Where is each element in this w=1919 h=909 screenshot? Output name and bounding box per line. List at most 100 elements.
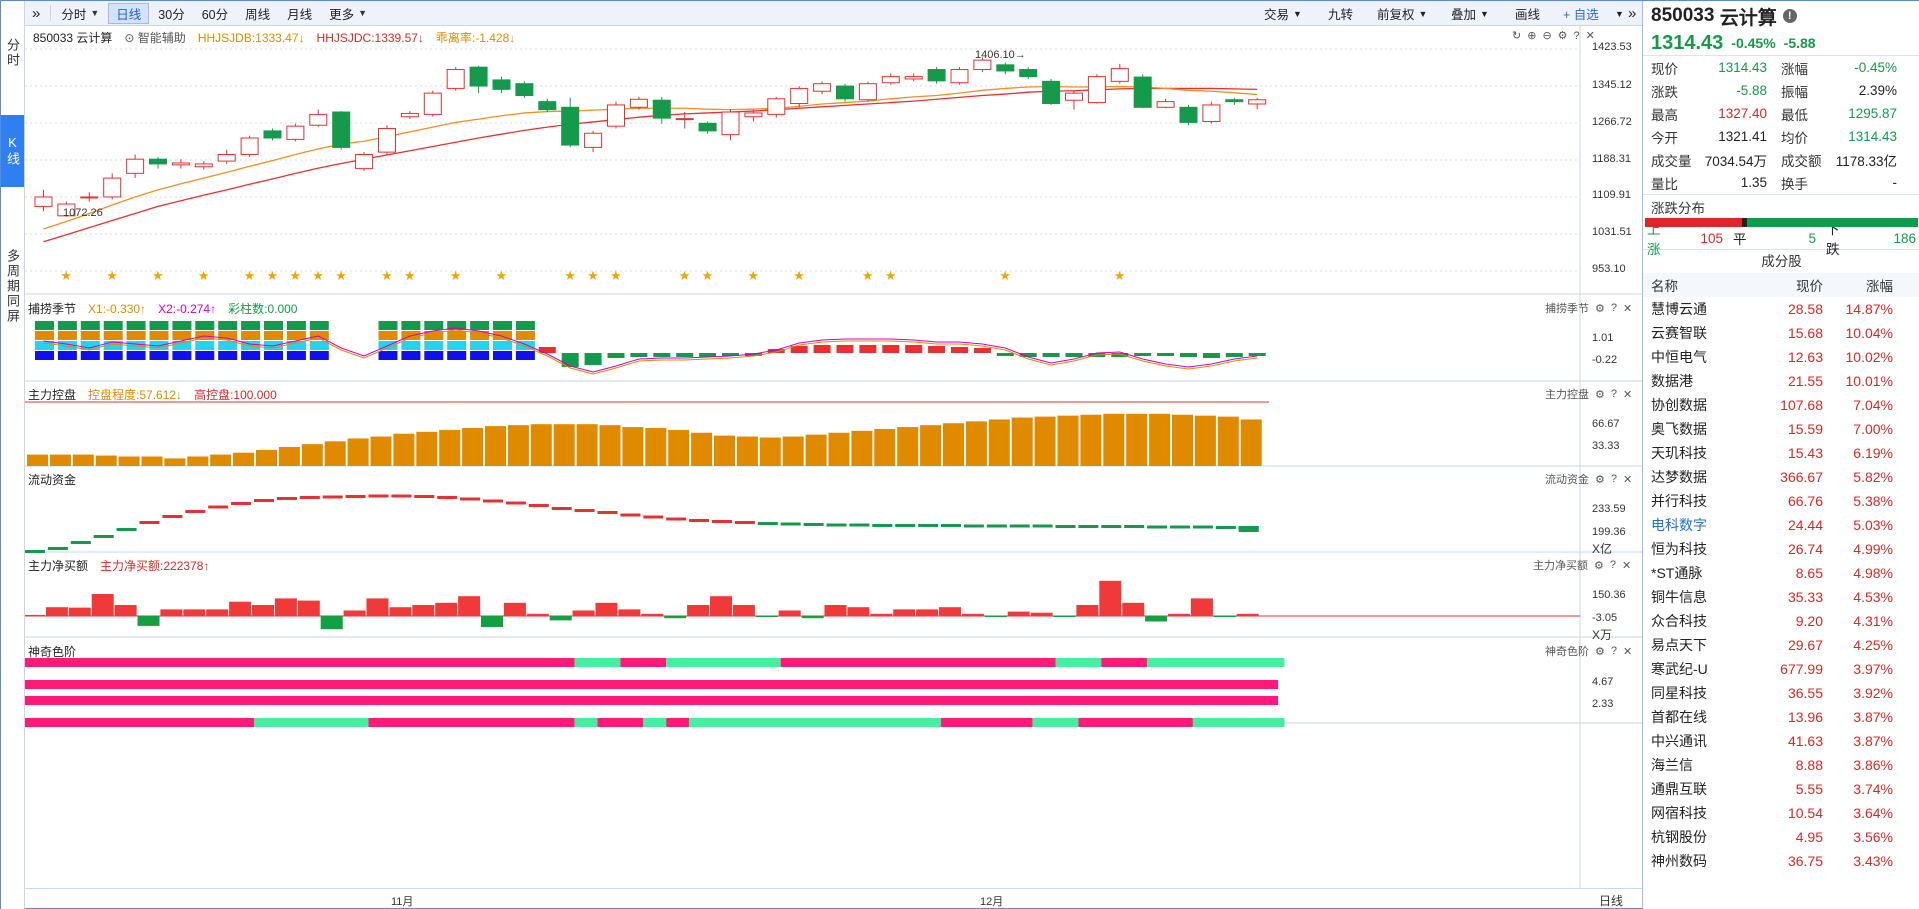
candle bbox=[492, 79, 511, 90]
trade-button[interactable]: 交易 ▼ bbox=[1264, 8, 1302, 22]
season-bar bbox=[1180, 353, 1197, 357]
add-watchlist-button[interactable]: + 自选 bbox=[1563, 8, 1599, 22]
season-bar bbox=[57, 341, 77, 350]
quote-value: 1314.43 bbox=[1848, 129, 1897, 144]
period-monthly[interactable]: 月线 bbox=[287, 7, 313, 22]
constituent-row[interactable]: 通鼎互联 5.55 3.74% bbox=[1643, 777, 1919, 801]
constituent-row[interactable]: 网宿科技 10.54 3.64% bbox=[1643, 801, 1919, 825]
expand-button[interactable]: » bbox=[1628, 5, 1637, 22]
constituent-row[interactable]: 协创数据 107.68 7.04% bbox=[1643, 393, 1919, 417]
help-icon[interactable]: ? bbox=[1610, 645, 1617, 657]
constituent-row[interactable]: 寒武纪-U 677.99 3.97% bbox=[1643, 657, 1919, 681]
overlay-button[interactable]: 叠加 ▼ bbox=[1451, 8, 1489, 22]
period-30min[interactable]: 30分 bbox=[158, 7, 185, 22]
constituent-row[interactable]: 众合科技 9.20 4.31% bbox=[1643, 609, 1919, 633]
constituent-row[interactable]: 天玑科技 15.43 6.19% bbox=[1643, 441, 1919, 465]
info-icon[interactable]: ! bbox=[1782, 9, 1797, 23]
y-tick: 1423.53 bbox=[1592, 41, 1632, 53]
adjust-button[interactable]: 前复权 ▼ bbox=[1377, 8, 1428, 22]
collapse-button[interactable]: » bbox=[32, 4, 41, 22]
close-icon[interactable]: ✕ bbox=[1622, 559, 1632, 572]
tab-kline[interactable]: K线 bbox=[1, 115, 24, 187]
period-intraday[interactable]: 分时 ▼ bbox=[61, 7, 100, 22]
constituent-row[interactable]: 杭钢股份 4.95 3.56% bbox=[1643, 825, 1919, 849]
chevron-down-icon[interactable]: ▼ bbox=[1615, 8, 1624, 19]
constituent-row[interactable]: 数据港 21.55 10.01% bbox=[1643, 369, 1919, 393]
constituent-row[interactable]: 首都在线 13.96 3.87% bbox=[1643, 705, 1919, 729]
tab-intraday[interactable]: 分时 bbox=[5, 38, 20, 68]
smart-assist-toggle[interactable]: ⊙ 智能辅助 bbox=[124, 31, 186, 45]
period-weekly[interactable]: 周线 bbox=[245, 7, 271, 22]
constituent-row[interactable]: 达梦数据 366.67 5.82% bbox=[1643, 465, 1919, 489]
constituent-row[interactable]: 恒为科技 26.74 4.99% bbox=[1643, 537, 1919, 561]
close-icon[interactable]: ✕ bbox=[1623, 302, 1633, 315]
netbuy-bar bbox=[412, 605, 435, 616]
help-icon[interactable]: ? bbox=[1609, 559, 1616, 571]
fund-mark bbox=[1009, 524, 1030, 528]
stock-name: 神州数码 bbox=[1651, 853, 1707, 869]
help-icon[interactable]: ? bbox=[1610, 302, 1617, 314]
color-strip bbox=[25, 718, 254, 727]
date-axis: 11月 12月 日线 bbox=[25, 888, 1642, 909]
star-icon: ★ bbox=[106, 268, 118, 283]
settings-icon[interactable]: ⚙ bbox=[1595, 388, 1605, 401]
candle bbox=[240, 137, 259, 155]
constituent-row[interactable]: 慧博云通 28.58 14.87% bbox=[1643, 297, 1919, 321]
draw-button[interactable]: 画线 bbox=[1515, 8, 1541, 22]
control-bar bbox=[233, 452, 255, 466]
constituent-row[interactable]: 电科数字 24.44 5.03% bbox=[1643, 513, 1919, 537]
constituent-row[interactable]: 易点天下 29.67 4.25% bbox=[1643, 633, 1919, 657]
settings-icon[interactable]: ⚙ bbox=[1557, 30, 1568, 42]
period-more[interactable]: 更多 ▼ bbox=[329, 7, 368, 22]
constituent-row[interactable]: 神州数码 36.75 3.43% bbox=[1643, 849, 1919, 873]
star-icon: ★ bbox=[587, 268, 599, 283]
stock-change: 3.64% bbox=[1853, 805, 1893, 821]
stock-price: 5.55 bbox=[1795, 781, 1823, 797]
tab-multi-period[interactable]: 多周期同屏 bbox=[5, 248, 20, 324]
settings-icon[interactable]: ⚙ bbox=[1595, 302, 1605, 315]
control-bar bbox=[782, 436, 804, 466]
settings-icon[interactable]: ⚙ bbox=[1595, 645, 1605, 658]
settings-icon[interactable]: ⚙ bbox=[1594, 559, 1604, 572]
period-daily[interactable]: 日线 bbox=[108, 2, 150, 24]
stock-price: 677.99 bbox=[1780, 661, 1823, 677]
season-bar bbox=[1134, 353, 1152, 356]
candle bbox=[652, 99, 671, 119]
settings-icon[interactable]: ⚙ bbox=[1595, 473, 1605, 486]
help-icon[interactable]: ? bbox=[1610, 388, 1617, 400]
candle bbox=[171, 162, 190, 166]
season-bar bbox=[1248, 353, 1266, 356]
add-icon[interactable]: ⊕ bbox=[1527, 30, 1537, 42]
close-icon[interactable]: ✕ bbox=[1623, 388, 1633, 401]
close-icon[interactable]: ✕ bbox=[1623, 473, 1633, 486]
constituent-row[interactable]: 中兴通讯 41.63 3.87% bbox=[1643, 729, 1919, 753]
nine-turn-button[interactable]: 九转 bbox=[1328, 8, 1354, 22]
stock-change: 7.04% bbox=[1853, 397, 1893, 413]
close-icon[interactable]: ✕ bbox=[1623, 645, 1633, 658]
close-icon[interactable]: ✕ bbox=[1585, 30, 1595, 42]
season-bar bbox=[309, 341, 329, 350]
fund-mark bbox=[574, 509, 595, 512]
constituent-row[interactable]: 奥飞数据 15.59 7.00% bbox=[1643, 417, 1919, 441]
y-tick: 150.36 bbox=[1592, 589, 1626, 601]
refresh-icon[interactable]: ↻ bbox=[1512, 30, 1522, 42]
help-icon[interactable]: ? bbox=[1573, 29, 1580, 42]
constituent-row[interactable]: 云赛智联 15.68 10.04% bbox=[1643, 321, 1919, 345]
candle bbox=[538, 101, 557, 111]
minus-icon[interactable]: ⊖ bbox=[1542, 30, 1552, 42]
constituent-row[interactable]: 海兰信 8.88 3.86% bbox=[1643, 753, 1919, 777]
constituent-row[interactable]: 铜牛信息 35.33 4.53% bbox=[1643, 585, 1919, 609]
chart-canvas[interactable]: ★ ★ ★ ★ ★ ★ ★ ★ ★ ★ ★ ★ ★ ★ ★ ★ ★ ★ ★ ★ ★ ★ ★ ★ bbox=[25, 26, 1642, 888]
chevron-down-icon: ▼ bbox=[1418, 8, 1428, 19]
candle bbox=[80, 196, 99, 199]
constituent-row[interactable]: *ST通脉 8.65 4.98% bbox=[1643, 561, 1919, 585]
quote-label: 最低 bbox=[1781, 107, 1808, 123]
period-60min[interactable]: 60分 bbox=[201, 7, 229, 22]
constituent-row[interactable]: 并行科技 66.76 5.38% bbox=[1643, 489, 1919, 513]
stock-name: 云赛智联 bbox=[1651, 325, 1707, 341]
constituent-row[interactable]: 中恒电气 12.63 10.02% bbox=[1643, 345, 1919, 369]
constituent-row[interactable]: 同星科技 36.55 3.92% bbox=[1643, 681, 1919, 705]
help-icon[interactable]: ? bbox=[1610, 473, 1617, 485]
price-line: 1314.43 -0.45% -5.88 bbox=[1651, 31, 1816, 54]
candle bbox=[1248, 99, 1267, 105]
